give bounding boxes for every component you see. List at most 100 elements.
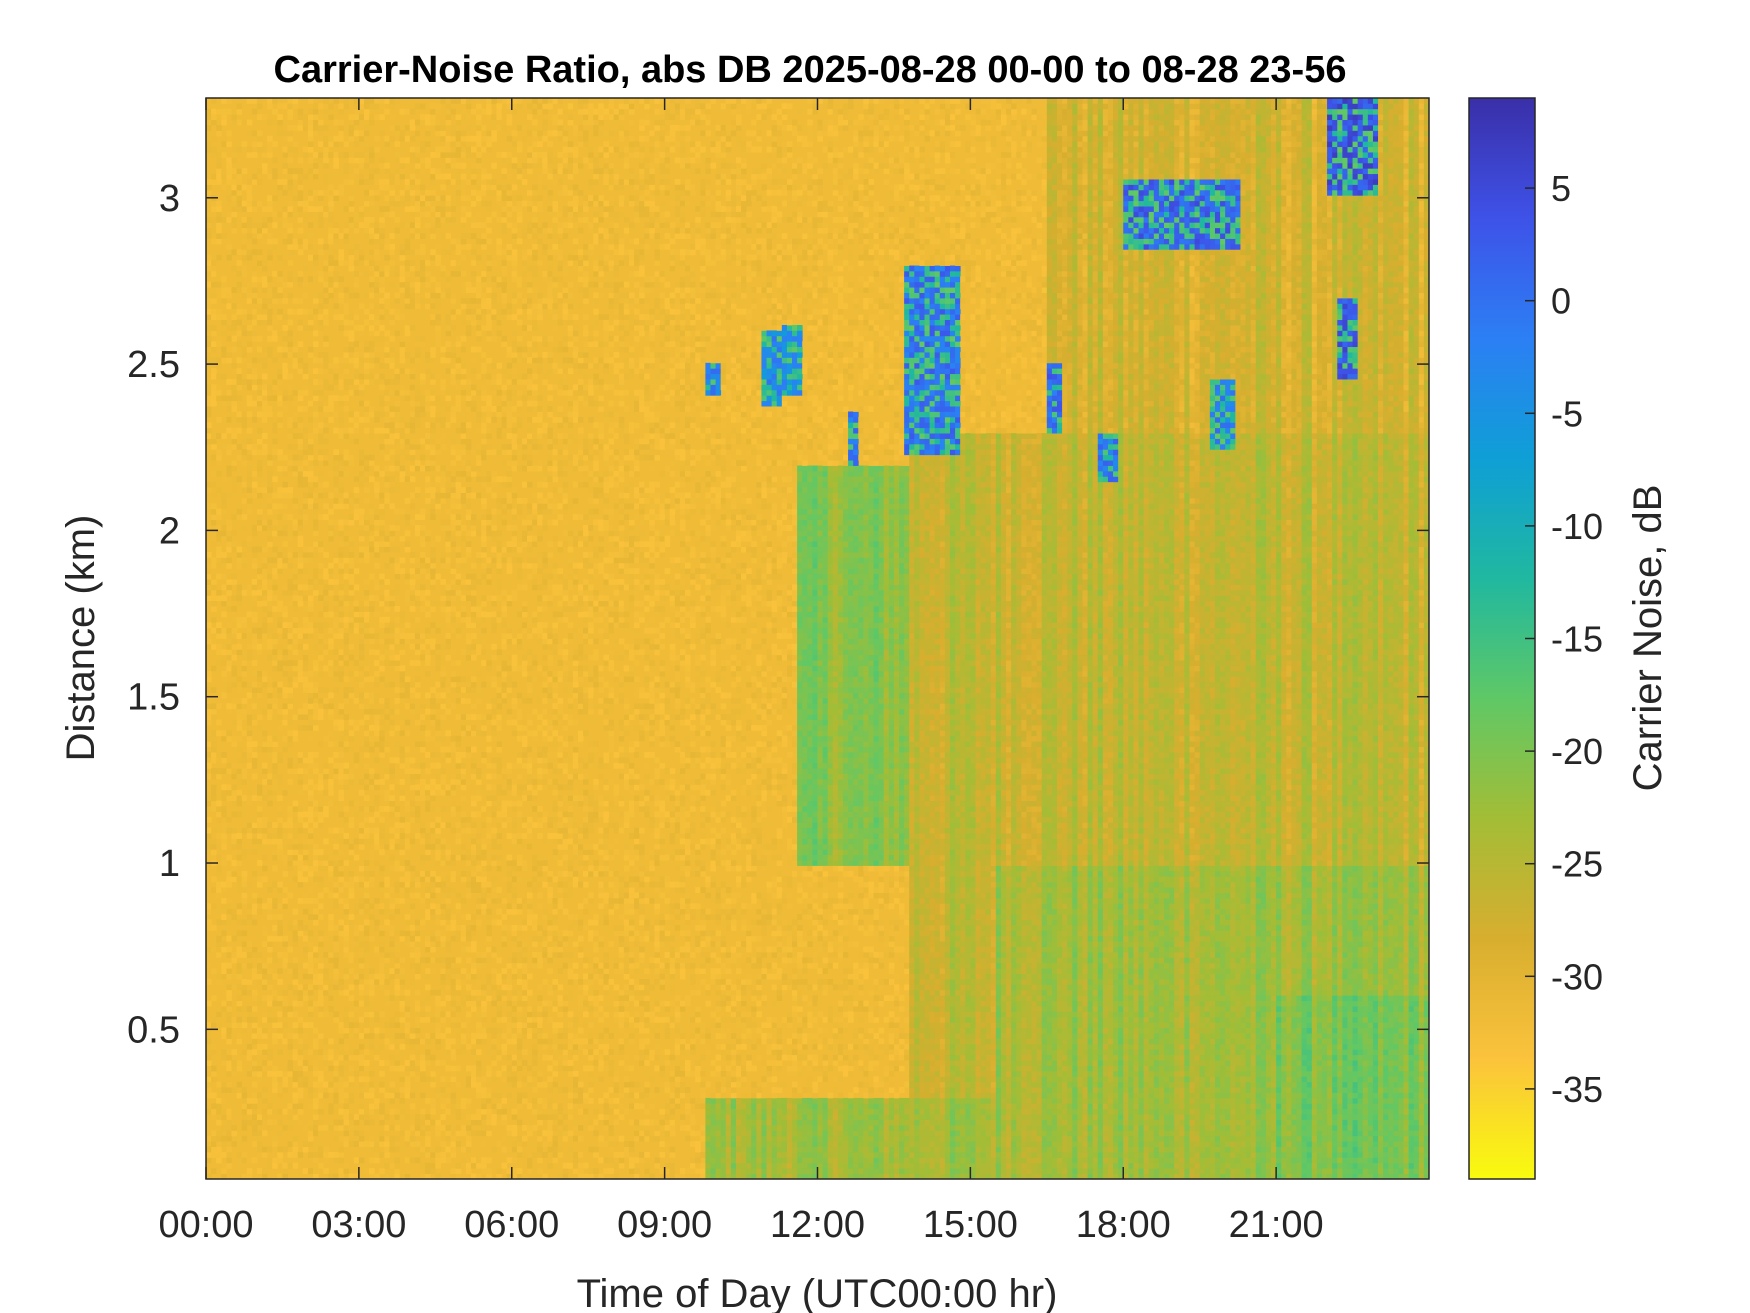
heatmap-cell: [359, 552, 365, 558]
heatmap-cell: [252, 179, 257, 185]
heatmap-cell: [211, 709, 217, 715]
heatmap-cell: [333, 617, 339, 623]
heatmap-cell: [277, 968, 283, 974]
heatmap-cell: [313, 687, 319, 693]
heatmap-cell: [354, 676, 360, 682]
heatmap-cell: [349, 1033, 355, 1039]
heatmap-cell: [313, 1044, 319, 1050]
heatmap-cell: [282, 1022, 288, 1028]
heatmap-cell: [262, 730, 268, 736]
heatmap-cell: [211, 844, 217, 850]
heatmap-cell: [282, 363, 288, 369]
heatmap-cell: [237, 714, 243, 720]
heatmap-cell: [318, 1049, 324, 1055]
heatmap-cell: [298, 920, 304, 926]
heatmap-cell: [272, 239, 278, 245]
heatmap-cell: [369, 406, 375, 412]
heatmap-cell: [338, 720, 344, 726]
heatmap-cell: [333, 309, 339, 315]
heatmap-cell: [313, 201, 319, 207]
heatmap-cell: [359, 1114, 365, 1120]
heatmap-cell: [349, 1011, 355, 1017]
heatmap-cell: [344, 579, 350, 585]
heatmap-cell: [338, 503, 344, 509]
heatmap-cell: [252, 1060, 257, 1066]
heatmap-cell: [237, 833, 243, 839]
heatmap-cell: [313, 341, 319, 347]
heatmap-cell: [338, 439, 344, 445]
heatmap-cell: [303, 1168, 309, 1174]
heatmap-cell: [349, 628, 355, 634]
heatmap-cell: [308, 763, 314, 769]
heatmap-cell: [262, 525, 268, 531]
heatmap-cell: [298, 595, 304, 601]
heatmap-cell: [313, 720, 319, 726]
heatmap-cell: [206, 563, 212, 569]
heatmap-cell: [206, 347, 212, 353]
heatmap-cell: [226, 357, 232, 363]
heatmap-cell: [247, 1071, 253, 1077]
heatmap-cell: [257, 520, 263, 526]
heatmap-cell: [298, 309, 304, 315]
heatmap-cell: [247, 747, 253, 753]
heatmap-cell: [226, 530, 232, 536]
heatmap-cell: [323, 460, 329, 466]
heatmap-cell: [313, 1109, 319, 1115]
heatmap-cell: [333, 866, 339, 872]
heatmap-cell: [226, 628, 232, 634]
heatmap-cell: [318, 801, 324, 807]
heatmap-cell: [354, 514, 360, 520]
heatmap-cell: [262, 763, 268, 769]
heatmap-cell: [318, 947, 324, 953]
heatmap-cell: [298, 644, 304, 650]
heatmap-cell: [226, 876, 232, 882]
heatmap-cell: [328, 260, 334, 266]
heatmap-cell: [226, 574, 232, 580]
heatmap-cell: [237, 190, 243, 196]
heatmap-cell: [298, 963, 304, 969]
heatmap-cell: [272, 114, 278, 120]
heatmap-cell: [267, 233, 273, 239]
heatmap-cell: [277, 979, 283, 985]
heatmap-cell: [318, 714, 324, 720]
heatmap-cell: [344, 574, 350, 580]
heatmap-cell: [354, 341, 360, 347]
heatmap-cell: [338, 995, 344, 1001]
heatmap-cell: [257, 822, 263, 828]
heatmap-cell: [206, 801, 212, 807]
heatmap-cell: [359, 655, 365, 661]
heatmap-cell: [257, 493, 263, 499]
heatmap-cell: [293, 649, 299, 655]
heatmap-cell: [364, 1125, 370, 1131]
heatmap-cell: [313, 114, 319, 120]
heatmap-cell: [237, 963, 243, 969]
heatmap-cell: [303, 898, 309, 904]
heatmap-cell: [242, 352, 248, 358]
heatmap-cell: [257, 817, 263, 823]
heatmap-cell: [288, 920, 294, 926]
heatmap-cell: [242, 498, 248, 504]
heatmap-cell: [359, 401, 365, 407]
heatmap-cell: [298, 520, 304, 526]
heatmap-cell: [257, 709, 263, 715]
heatmap-cell: [303, 757, 309, 763]
heatmap-cell: [369, 282, 375, 288]
heatmap-cell: [206, 401, 212, 407]
heatmap-cell: [303, 703, 309, 709]
heatmap-cell: [354, 1049, 360, 1055]
heatmap-cell: [262, 741, 268, 747]
heatmap-cell: [344, 622, 350, 628]
heatmap-cell: [313, 984, 319, 990]
heatmap-cell: [216, 287, 222, 293]
heatmap-cell: [359, 601, 365, 607]
heatmap-cell: [338, 876, 344, 882]
heatmap-cell: [282, 1147, 288, 1153]
heatmap-cell: [344, 141, 350, 147]
heatmap-cell: [226, 914, 232, 920]
heatmap-cell: [323, 574, 329, 580]
heatmap-cell: [252, 682, 257, 688]
heatmap-cell: [288, 1141, 294, 1147]
heatmap-cell: [369, 882, 375, 888]
heatmap-cell: [206, 671, 212, 677]
heatmap-cell: [354, 439, 360, 445]
